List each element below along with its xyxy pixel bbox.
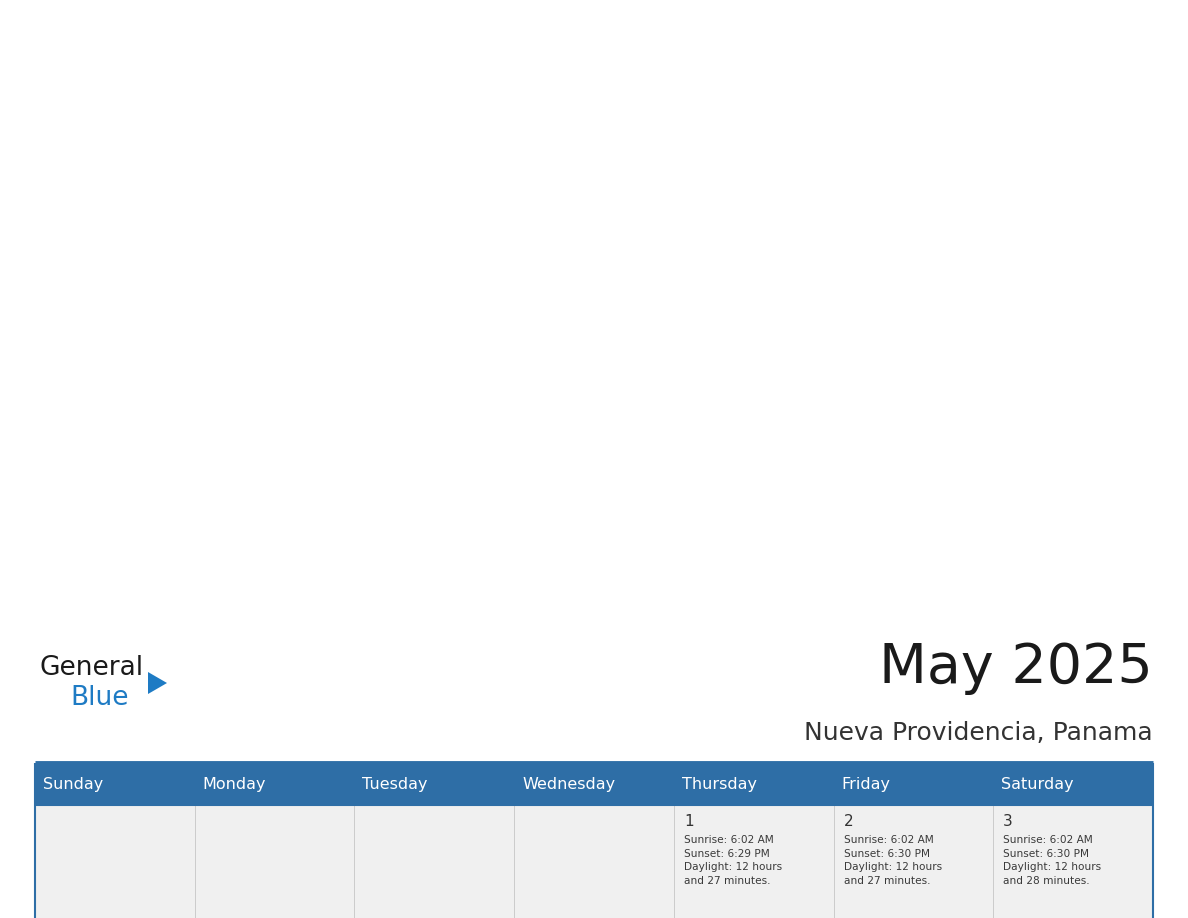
Text: Sunrise: 6:02 AM
Sunset: 6:30 PM
Daylight: 12 hours
and 27 minutes.: Sunrise: 6:02 AM Sunset: 6:30 PM Dayligh…: [843, 835, 942, 886]
Bar: [514, 763, 674, 805]
Bar: [993, 805, 1154, 918]
Bar: [514, 805, 674, 918]
Text: Sunday: Sunday: [43, 777, 103, 791]
Bar: [834, 805, 993, 918]
Bar: [834, 763, 993, 805]
Polygon shape: [148, 672, 168, 694]
Bar: [195, 763, 354, 805]
Text: Wednesday: Wednesday: [523, 777, 615, 791]
Text: 1: 1: [684, 814, 694, 829]
Text: 3: 3: [1004, 814, 1013, 829]
Text: Monday: Monday: [203, 777, 266, 791]
Bar: [674, 763, 834, 805]
Bar: [354, 805, 514, 918]
Text: Blue: Blue: [70, 685, 128, 711]
Bar: [195, 805, 354, 918]
Text: Tuesday: Tuesday: [362, 777, 428, 791]
Text: Sunrise: 6:02 AM
Sunset: 6:30 PM
Daylight: 12 hours
and 28 minutes.: Sunrise: 6:02 AM Sunset: 6:30 PM Dayligh…: [1004, 835, 1101, 886]
Text: Sunrise: 6:02 AM
Sunset: 6:29 PM
Daylight: 12 hours
and 27 minutes.: Sunrise: 6:02 AM Sunset: 6:29 PM Dayligh…: [684, 835, 782, 886]
Text: Saturday: Saturday: [1001, 777, 1074, 791]
Bar: [354, 763, 514, 805]
Text: General: General: [40, 655, 144, 681]
Text: May 2025: May 2025: [879, 641, 1154, 695]
Text: Friday: Friday: [841, 777, 891, 791]
Bar: [34, 763, 195, 805]
Text: 2: 2: [843, 814, 853, 829]
Text: Nueva Providencia, Panama: Nueva Providencia, Panama: [804, 721, 1154, 745]
Bar: [674, 805, 834, 918]
Bar: [993, 763, 1154, 805]
Bar: [34, 805, 195, 918]
Text: Thursday: Thursday: [682, 777, 757, 791]
